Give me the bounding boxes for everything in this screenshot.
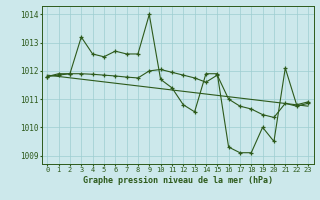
X-axis label: Graphe pression niveau de la mer (hPa): Graphe pression niveau de la mer (hPa) — [83, 176, 273, 185]
